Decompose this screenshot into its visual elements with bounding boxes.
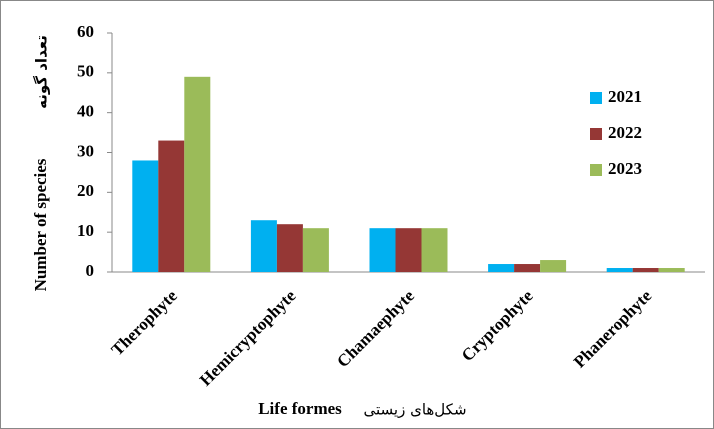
bar	[250, 220, 277, 272]
y-tick-label: 0	[86, 261, 95, 280]
legend-label: 2021	[608, 87, 642, 106]
bar	[276, 224, 303, 272]
x-axis-label: Life formes	[258, 399, 342, 418]
bar	[488, 264, 515, 272]
bar	[132, 160, 159, 272]
bar	[395, 228, 422, 272]
bar	[632, 268, 659, 272]
y-tick-label: 50	[77, 62, 94, 81]
y-tick-label: 30	[77, 141, 94, 160]
bar	[369, 228, 396, 272]
bar	[540, 260, 567, 272]
bar	[302, 228, 329, 272]
bar	[606, 268, 633, 272]
legend-swatch	[590, 164, 602, 176]
bar	[658, 268, 685, 272]
y-axis-label: تعداد گونه	[33, 35, 51, 109]
y-tick-label: 10	[77, 221, 94, 240]
legend-swatch	[590, 92, 602, 104]
legend-label: 2022	[608, 123, 642, 142]
y-tick-label: 60	[77, 22, 94, 41]
y-tick-label: 20	[77, 181, 94, 200]
legend-swatch	[590, 128, 602, 140]
x-axis-label: شکل‌های زیستی	[363, 401, 466, 419]
legend-label: 2023	[608, 159, 642, 178]
bar	[514, 264, 541, 272]
y-tick-label: 40	[77, 102, 94, 121]
bar	[421, 228, 448, 272]
bar	[158, 140, 185, 272]
y-axis-label: Number of species	[31, 158, 50, 291]
bar	[184, 76, 211, 272]
